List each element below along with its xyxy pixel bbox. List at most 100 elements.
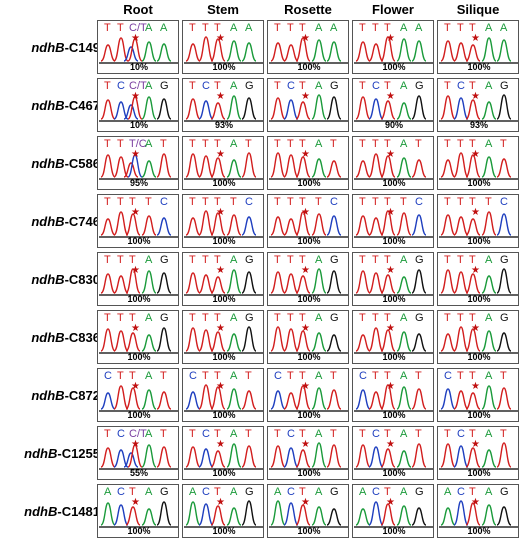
editing-percent: 100% bbox=[297, 352, 321, 362]
trace-peak bbox=[380, 503, 396, 526]
chromatogram-panel: T T T A G ★ 100% bbox=[437, 310, 519, 364]
editing-percent: 100% bbox=[382, 62, 406, 72]
trace-peak bbox=[465, 502, 481, 526]
chromatogram-trace bbox=[354, 384, 433, 412]
editing-percent: 100% bbox=[297, 236, 321, 246]
base-letter: T bbox=[299, 428, 306, 440]
base-sequence: T C C/T A G bbox=[98, 80, 178, 94]
chromatogram-panel: C T T A T ★ 100% bbox=[97, 368, 179, 422]
base-letter: T bbox=[469, 196, 476, 208]
trace-peak bbox=[496, 213, 512, 236]
trace-peak bbox=[210, 505, 226, 526]
trace-peak bbox=[295, 275, 311, 294]
base-letter: T bbox=[299, 22, 306, 34]
base-letter: G bbox=[245, 254, 254, 266]
trace-peak bbox=[380, 274, 396, 294]
editing-percent: 100% bbox=[382, 178, 406, 188]
base-letter: T bbox=[117, 312, 124, 324]
chromatogram-panel: T C T A T ★ 100% bbox=[267, 426, 349, 480]
editing-percent: 100% bbox=[382, 468, 406, 478]
row-label: ndhB-C1481 bbox=[0, 504, 100, 519]
chromatogram-panel: T T T A G ★ 100% bbox=[182, 252, 264, 306]
edit-site-star-icon: ★ bbox=[471, 439, 480, 450]
edit-site-star-icon: ★ bbox=[301, 91, 310, 102]
row-label: ndhB-C149 bbox=[0, 40, 100, 55]
trace-peak bbox=[465, 392, 481, 410]
trace-peak bbox=[241, 445, 257, 468]
base-letter: C bbox=[104, 370, 112, 382]
base-letter: T bbox=[129, 196, 136, 208]
site-name: -C1255 bbox=[57, 446, 100, 461]
trace-peak bbox=[100, 447, 116, 468]
trace-peak bbox=[241, 97, 257, 120]
trace-peak bbox=[368, 327, 384, 352]
base-letter: T bbox=[287, 370, 294, 382]
trace-peak bbox=[411, 388, 427, 410]
base-letter: T bbox=[160, 370, 167, 382]
trace-peak bbox=[283, 44, 299, 62]
trace-peak bbox=[198, 329, 214, 352]
base-letter: C/T bbox=[129, 428, 147, 440]
trace-peak bbox=[481, 385, 497, 410]
trace-peak bbox=[481, 449, 497, 468]
chromatogram-trace bbox=[439, 37, 518, 64]
chromatogram-trace bbox=[354, 153, 433, 180]
chromatogram-panel: T C T A T ★ 100% bbox=[437, 426, 519, 480]
trace-peak bbox=[100, 218, 116, 236]
trace-peak bbox=[156, 501, 172, 526]
base-letter: T bbox=[287, 138, 294, 150]
editing-percent: 93% bbox=[469, 120, 488, 130]
base-letter: T bbox=[384, 486, 391, 498]
editing-percent: 100% bbox=[127, 526, 151, 536]
trace-peak bbox=[440, 507, 456, 526]
trace-peak bbox=[113, 385, 129, 410]
edit-site-star-icon: ★ bbox=[301, 381, 310, 392]
trace-peak bbox=[270, 271, 286, 294]
trace-peak bbox=[185, 446, 201, 468]
base-letter: A bbox=[230, 22, 238, 34]
chromatogram-trace bbox=[184, 443, 263, 470]
trace-peak bbox=[270, 42, 286, 62]
trace-peak bbox=[210, 157, 226, 178]
chromatogram-panel: T C T A G ★ bbox=[267, 78, 349, 132]
trace-peak bbox=[496, 158, 512, 178]
base-letter: G bbox=[245, 486, 254, 498]
base-letter: C bbox=[372, 80, 380, 92]
edit-site-star-icon: ★ bbox=[216, 91, 225, 102]
chromatogram-trace bbox=[99, 501, 178, 528]
trace-peak bbox=[380, 329, 396, 352]
base-letter: T bbox=[485, 196, 492, 208]
edit-site-star-icon: ★ bbox=[471, 381, 480, 392]
trace-peak bbox=[198, 155, 214, 178]
trace-peak bbox=[226, 214, 242, 236]
trace-peak bbox=[156, 272, 172, 294]
chromatogram-panel: A C T A G ★ 100% bbox=[97, 484, 179, 538]
base-letter: T bbox=[299, 312, 306, 324]
base-letter: T bbox=[469, 254, 476, 266]
trace-peak bbox=[210, 276, 226, 294]
base-letter: T bbox=[372, 196, 379, 208]
base-letter: A bbox=[145, 370, 153, 382]
trace-peak bbox=[453, 445, 469, 468]
trace-peak bbox=[368, 217, 384, 236]
base-letter: T bbox=[469, 428, 476, 440]
chromatogram-trace bbox=[184, 95, 263, 122]
base-letter: T bbox=[129, 312, 136, 324]
edit-site-star-icon: ★ bbox=[131, 265, 140, 276]
base-letter: A bbox=[315, 370, 323, 382]
editing-percent: 100% bbox=[127, 294, 151, 304]
edit-site-star-icon: ★ bbox=[131, 497, 140, 508]
base-letter: T bbox=[469, 138, 476, 150]
base-sequence: T C C/T A T bbox=[98, 428, 178, 442]
base-letter: T bbox=[117, 22, 124, 34]
chromatogram-panel: C T T A T ★ 100% bbox=[182, 368, 264, 422]
trace-peak bbox=[326, 96, 342, 120]
base-letter: T bbox=[299, 138, 306, 150]
